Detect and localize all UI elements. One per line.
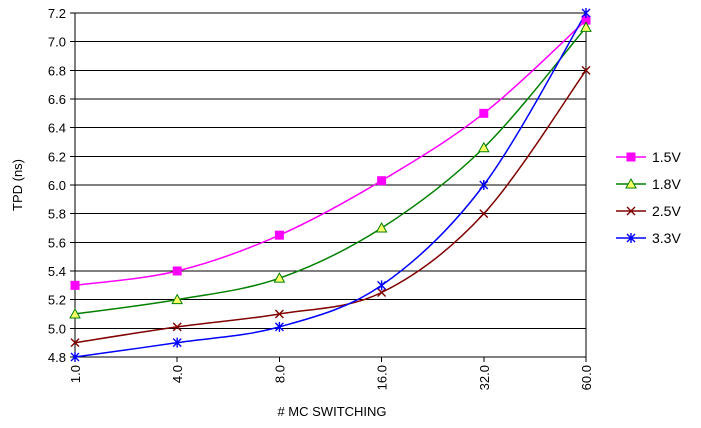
data-point-1.5V xyxy=(377,176,387,186)
y-tick-label: 6.8 xyxy=(48,63,66,78)
y-tick-label: 5.0 xyxy=(48,321,66,336)
data-point-2.5V xyxy=(479,209,489,219)
legend-marker xyxy=(625,177,637,189)
grid-layer xyxy=(75,12,586,358)
data-point-1.8V xyxy=(273,272,286,283)
x-tick-label: 16.0 xyxy=(375,365,390,390)
series-layer xyxy=(74,12,587,358)
x-tick-label: 1.0 xyxy=(68,365,83,383)
legend-item: 3.3V xyxy=(616,230,681,246)
x-tick-label: 60.0 xyxy=(579,365,594,390)
data-point-1.5V xyxy=(70,280,80,290)
data-point-2.5V xyxy=(274,309,284,319)
legend-marker xyxy=(626,233,636,243)
data-point-1.8V xyxy=(477,141,490,153)
x-axis-title: # MC SWITCHING xyxy=(277,404,386,419)
x-tick-label: 4.0 xyxy=(170,365,185,383)
y-tick-label: 6.4 xyxy=(48,121,66,136)
legend-label: 1.5V xyxy=(652,149,681,165)
data-point-2.5V xyxy=(581,65,591,75)
y-tick-label: 6.6 xyxy=(48,92,66,107)
legend-item: 1.8V xyxy=(616,176,681,192)
data-point-3.3V xyxy=(172,337,182,348)
data-point-1.5V xyxy=(274,230,284,240)
axis-layer xyxy=(70,12,587,362)
data-point-1.5V xyxy=(479,108,489,118)
series-line-3.3V xyxy=(74,12,587,358)
data-point-3.3V xyxy=(377,280,387,291)
y-tick-label: 5.2 xyxy=(48,293,66,308)
data-point-2.5V xyxy=(377,288,387,297)
y-tick-label: 7.0 xyxy=(48,35,66,50)
legend-label: 3.3V xyxy=(652,230,681,246)
data-point-2.5V xyxy=(70,338,80,348)
series-line-2.5V xyxy=(74,69,587,344)
y-tick-label: 6.2 xyxy=(48,149,66,164)
data-point-3.3V xyxy=(70,352,80,362)
y-tick-label: 7.2 xyxy=(48,6,66,21)
legend-item: 2.5V xyxy=(616,203,681,219)
x-tick-label: 8.0 xyxy=(272,365,287,383)
y-tick-label: 5.6 xyxy=(48,235,66,250)
legend-item: 1.5V xyxy=(616,149,681,165)
data-point-1.8V xyxy=(375,221,388,233)
y-axis-title: TPD (ns) xyxy=(10,159,25,211)
data-point-3.3V xyxy=(479,180,489,190)
data-point-1.8V xyxy=(171,293,184,305)
marker-layer xyxy=(69,8,592,362)
label-layer: 4.8 5.0 5.2 5.4 5.6 5.8 6.0 6.2 6.4 6.6 6.8 7.0 7.2 1… xyxy=(48,6,594,390)
data-point-2.5V xyxy=(172,322,182,332)
data-point-3.3V xyxy=(581,8,591,18)
legend-marker xyxy=(626,206,636,216)
data-point-3.3V xyxy=(274,321,284,332)
series-line-1.5V xyxy=(74,19,587,287)
y-tick-label: 4.8 xyxy=(48,350,66,365)
legend-label: 2.5V xyxy=(652,203,681,219)
legend-marker xyxy=(626,152,636,162)
series-line-1.8V xyxy=(74,26,587,315)
data-point-1.8V xyxy=(69,307,81,319)
legend-label: 1.8V xyxy=(652,176,681,192)
data-point-1.8V xyxy=(580,21,592,32)
data-point-1.5V xyxy=(172,266,182,276)
y-tick-label: 5.4 xyxy=(48,264,66,279)
x-tick-label: 32.0 xyxy=(477,365,492,390)
y-tick-label: 5.8 xyxy=(48,207,66,222)
y-tick-label: 6.0 xyxy=(48,178,66,193)
legend: 1.5V 1.8V 2.5V 3.3V xyxy=(616,149,681,246)
